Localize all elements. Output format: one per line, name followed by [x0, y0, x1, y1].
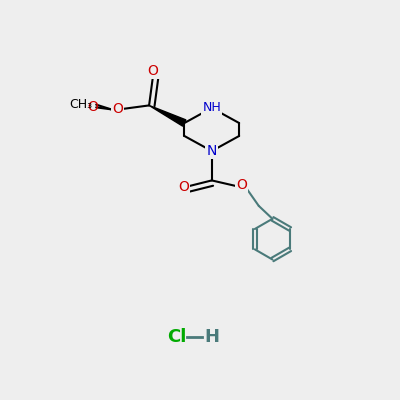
- Text: CH₃: CH₃: [69, 98, 92, 111]
- Text: O: O: [178, 180, 189, 194]
- Text: O: O: [112, 102, 123, 116]
- Text: NH: NH: [202, 102, 221, 114]
- Text: O: O: [236, 178, 247, 192]
- Text: O: O: [87, 100, 98, 114]
- Text: O: O: [148, 64, 158, 78]
- Text: H: H: [204, 328, 219, 346]
- Polygon shape: [149, 106, 186, 126]
- Text: Cl: Cl: [167, 328, 186, 346]
- Text: N: N: [206, 144, 217, 158]
